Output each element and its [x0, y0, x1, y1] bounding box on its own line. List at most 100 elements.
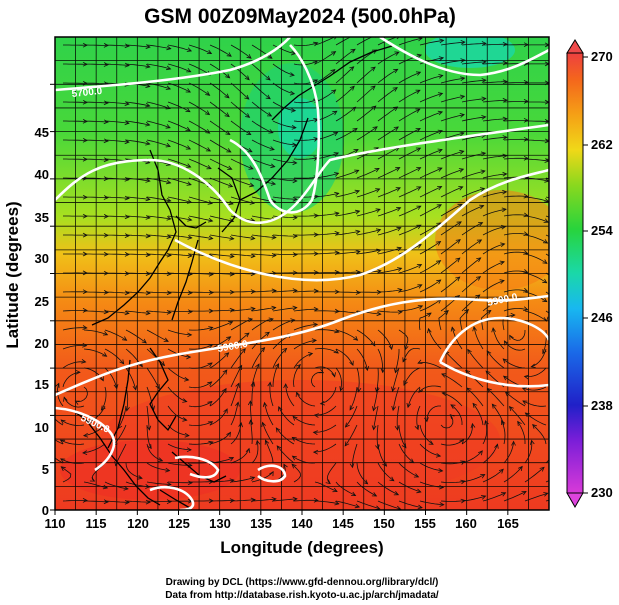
streamline-arrow — [312, 322, 319, 327]
streamline — [83, 348, 107, 357]
streamline-arrow — [460, 40, 466, 45]
streamline-arrow — [187, 332, 193, 338]
streamline-arrow — [145, 121, 151, 127]
streamline — [83, 481, 108, 489]
streamline-arrow — [124, 43, 130, 49]
streamline — [356, 105, 377, 122]
streamline — [313, 424, 337, 433]
streamline — [209, 369, 228, 388]
streamline — [373, 405, 379, 430]
streamline — [377, 310, 403, 313]
streamline — [272, 177, 297, 182]
streamline — [440, 221, 462, 236]
streamline-arrow — [222, 369, 228, 375]
streamline — [356, 85, 376, 103]
streamline — [461, 222, 483, 236]
streamline-arrow — [187, 217, 193, 222]
streamline — [251, 290, 277, 293]
streamline-arrow — [334, 500, 340, 506]
streamline-arrow — [224, 112, 230, 118]
streamline — [83, 120, 109, 123]
streamline-arrow — [455, 257, 461, 263]
streamline-arrow — [74, 400, 80, 405]
streamline — [487, 388, 505, 407]
streamline-arrow — [311, 338, 317, 343]
plot-area: 5700.0 5900.0 5900.0 5900.0 — [55, 37, 549, 510]
streamline — [377, 481, 399, 496]
streamline — [524, 253, 548, 264]
streamline — [188, 327, 213, 331]
streamline — [377, 329, 393, 350]
streamline — [272, 158, 297, 164]
streamline-arrow — [244, 75, 250, 81]
streamline — [398, 284, 422, 293]
streamline — [125, 462, 143, 479]
streamline — [104, 120, 129, 124]
streamline-arrow — [441, 373, 447, 378]
streamline — [188, 158, 212, 169]
streamline — [356, 329, 376, 347]
streamline — [251, 101, 272, 117]
streamline-arrow — [312, 430, 318, 435]
streamline — [104, 481, 128, 490]
streamline-arrow — [222, 387, 227, 394]
streamline-arrow — [283, 383, 288, 389]
streamline-arrow — [102, 331, 109, 336]
streamline-arrow — [355, 269, 361, 275]
streamline — [461, 152, 486, 160]
streamline — [398, 462, 419, 478]
streamline — [209, 309, 235, 312]
streamline-arrow — [292, 196, 298, 202]
streamline-arrow — [396, 207, 402, 212]
streamline-arrow — [102, 484, 109, 490]
streamline-arrow — [350, 48, 356, 54]
streamline — [209, 388, 227, 407]
streamline-arrow — [460, 76, 466, 82]
streamline-arrow — [124, 271, 130, 276]
streamline-arrow — [157, 457, 164, 462]
streamline — [104, 44, 130, 47]
streamline — [522, 386, 547, 391]
streamline — [125, 253, 151, 256]
streamline-arrow — [481, 59, 487, 65]
streamline-arrow — [313, 413, 319, 418]
streamline — [314, 366, 336, 377]
streamline-arrow — [364, 365, 370, 372]
streamline — [84, 310, 109, 313]
streamline-arrow — [103, 176, 109, 181]
streamline-arrow — [436, 279, 442, 285]
streamline — [461, 205, 484, 217]
streamline-arrow — [439, 38, 445, 44]
streamline — [230, 308, 255, 312]
streamline — [524, 234, 548, 244]
streamline-arrow — [417, 359, 423, 364]
streamline — [440, 257, 461, 274]
streamline — [84, 500, 109, 503]
streamline-arrow — [248, 165, 254, 170]
streamline-arrow — [187, 309, 193, 315]
streamline-arrow — [166, 197, 172, 203]
streamline-arrow — [523, 306, 529, 311]
streamline — [104, 215, 130, 218]
streamline — [377, 167, 400, 179]
streamline — [461, 495, 486, 502]
streamline — [188, 215, 213, 222]
y-tick-label-40: 40 — [35, 167, 49, 182]
streamline — [482, 173, 507, 179]
streamline — [63, 120, 88, 122]
streamline — [482, 43, 507, 46]
streamline — [398, 128, 421, 141]
streamline-arrow — [55, 382, 60, 388]
streamline — [209, 158, 232, 170]
streamline — [62, 361, 86, 369]
streamline — [210, 500, 235, 502]
streamline — [314, 172, 339, 179]
streamline — [524, 367, 547, 378]
streamline — [444, 350, 463, 369]
streamline — [231, 291, 256, 293]
x-tick-label-125: 125 — [168, 516, 190, 531]
streamline-arrow — [250, 306, 256, 312]
streamline-arrow — [82, 308, 88, 313]
streamline-arrow — [187, 480, 193, 486]
streamline — [419, 204, 442, 217]
